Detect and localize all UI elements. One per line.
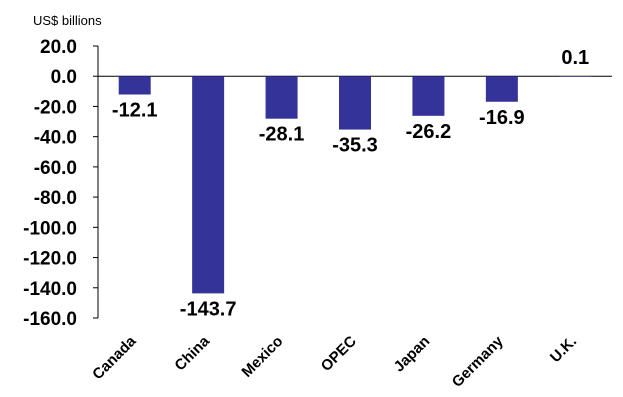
data-label: 0.1 bbox=[561, 47, 589, 69]
y-tick-label: -100.0 bbox=[23, 218, 77, 239]
bar-mexico bbox=[265, 76, 298, 119]
bar-germany bbox=[485, 76, 518, 102]
y-tick-label: -120.0 bbox=[23, 249, 77, 270]
y-tick-label: 0.0 bbox=[51, 67, 77, 88]
y-tick-label: -40.0 bbox=[34, 128, 77, 149]
x-axis-labels: Canada China Mexico OPEC Japan Germany U.K. bbox=[89, 332, 580, 390]
x-category-label: Canada bbox=[89, 332, 140, 383]
data-label: -26.2 bbox=[406, 121, 452, 143]
x-category-label: China bbox=[171, 332, 213, 374]
data-label: -143.7 bbox=[180, 298, 237, 320]
y-tick-label: -20.0 bbox=[34, 97, 77, 118]
x-category-label: Mexico bbox=[238, 333, 286, 381]
y-tick-label: -60.0 bbox=[34, 158, 77, 179]
y-tick-label: -140.0 bbox=[23, 279, 77, 300]
bar-china bbox=[192, 76, 225, 294]
bar-japan bbox=[412, 76, 445, 116]
data-label: -12.1 bbox=[112, 100, 158, 122]
data-labels-group: -12.1 -143.7 -28.1 -35.3 -26.2 -16.9 0.1 bbox=[112, 47, 589, 320]
x-category-label: U.K. bbox=[547, 333, 580, 366]
data-label: -35.3 bbox=[332, 135, 378, 157]
y-axis-ticks: 20.0 0.0 -20.0 -40.0 -60.0 -80.0 -100.0 -120.0 -… bbox=[23, 37, 98, 330]
y-tick-label: -160.0 bbox=[23, 309, 77, 330]
y-tick-label: -80.0 bbox=[34, 188, 77, 209]
data-label: -16.9 bbox=[479, 107, 525, 129]
y-unit-label: US$ billions bbox=[33, 13, 102, 28]
bar-u-k bbox=[559, 76, 592, 77]
bar-opec bbox=[339, 76, 371, 130]
x-category-label: Japan bbox=[391, 333, 434, 376]
bars-group bbox=[118, 76, 592, 294]
x-category-label: Germany bbox=[449, 332, 507, 390]
bar-canada bbox=[118, 76, 151, 95]
y-tick-label: 20.0 bbox=[40, 37, 77, 58]
data-label: -28.1 bbox=[259, 124, 305, 146]
x-category-label: OPEC bbox=[318, 333, 360, 375]
